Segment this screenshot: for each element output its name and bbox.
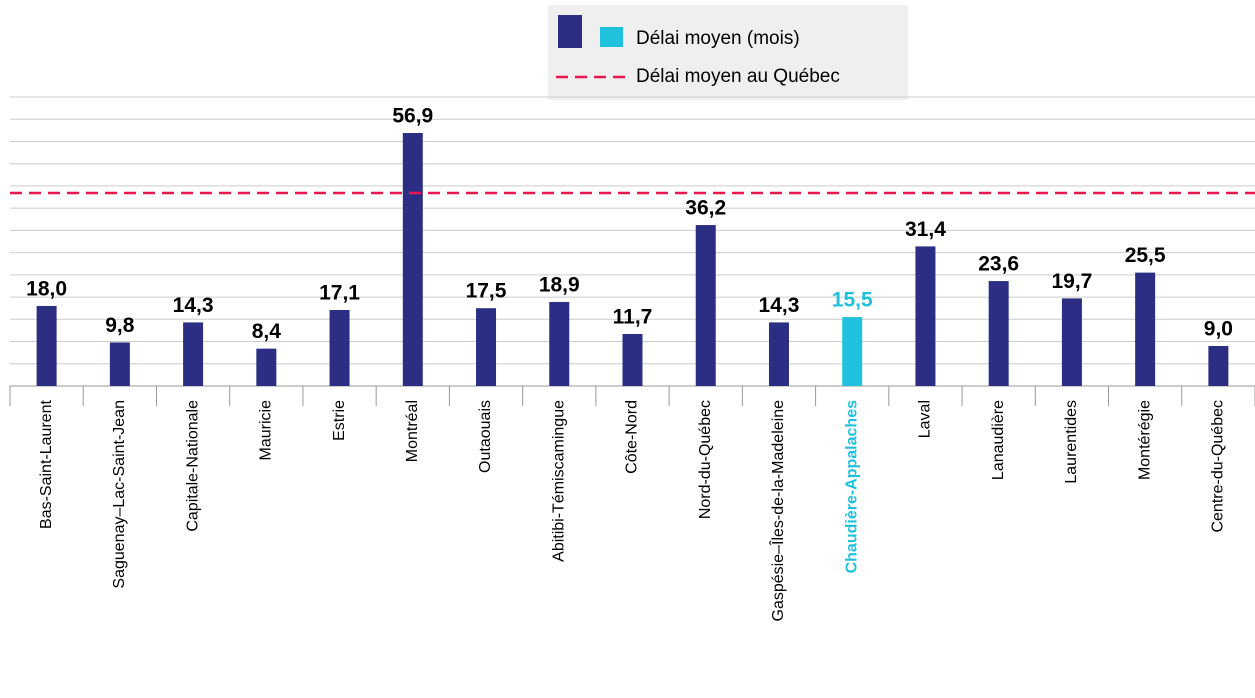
x-tick-label: Nord-du-Québec [697, 400, 714, 519]
x-tick-label: Montérégie [1136, 400, 1153, 480]
x-tick-label: Mauricie [258, 400, 275, 461]
bar [1208, 345, 1229, 386]
legend-swatch [600, 27, 623, 47]
value-label: 17,5 [466, 280, 507, 303]
bar [622, 333, 643, 386]
bar [768, 322, 789, 386]
bar [402, 133, 423, 386]
x-tick-label: Estrie [331, 400, 348, 441]
x-tick-label: Saguenay–Lac-Saint-Jean [111, 400, 128, 589]
legend-box [548, 5, 908, 100]
bar [256, 348, 277, 386]
value-label: 25,5 [1125, 244, 1166, 267]
value-label: 17,1 [319, 282, 360, 305]
value-label: 36,2 [685, 197, 726, 220]
bar [329, 309, 350, 386]
x-tick-label: Laurentides [1063, 400, 1080, 484]
bar [183, 322, 204, 386]
bar [109, 342, 130, 386]
value-label: 9,8 [105, 314, 135, 337]
x-tick-label: Lanaudière [990, 400, 1007, 480]
value-label: 18,0 [26, 278, 67, 301]
x-tick-label: Abitibi-Témiscamingue [550, 400, 567, 562]
value-label: 15,5 [832, 289, 873, 312]
bar [36, 305, 57, 386]
bar [549, 301, 570, 386]
bar [476, 308, 497, 386]
bar [988, 281, 1009, 386]
x-tick-label: Capitale-Nationale [184, 400, 201, 532]
value-label: 19,7 [1051, 270, 1092, 293]
x-tick-label: Outaouais [477, 400, 494, 473]
bar [695, 225, 716, 386]
value-label: 14,3 [173, 294, 214, 317]
bar [915, 246, 936, 386]
value-label: 56,9 [392, 105, 433, 128]
bar [1135, 272, 1156, 386]
value-label: 18,9 [539, 274, 580, 297]
legend-label: Délai moyen (mois) [636, 28, 800, 49]
x-tick-label: Côte-Nord [624, 400, 641, 474]
x-tick-label: Laval [917, 400, 934, 438]
x-tick-label: Centre-du-Québec [1210, 400, 1227, 533]
value-label: 23,6 [978, 253, 1019, 276]
value-label: 14,3 [759, 294, 800, 317]
x-tick-label: Gaspésie–Îles-de-la-Madeleine [768, 400, 787, 622]
value-label: 8,4 [252, 320, 282, 343]
value-label: 31,4 [905, 218, 946, 241]
legend-label: Délai moyen au Québec [636, 66, 840, 87]
x-tick-label: Chaudière-Appalaches [843, 400, 860, 573]
bar [1061, 298, 1082, 386]
x-tick-label: Bas-Saint-Laurent [38, 399, 55, 529]
legend-swatch [558, 15, 582, 48]
value-label: 9,0 [1204, 318, 1233, 341]
value-label: 11,7 [613, 306, 653, 329]
bar [842, 317, 863, 386]
x-tick-label: Montréal [404, 400, 421, 462]
